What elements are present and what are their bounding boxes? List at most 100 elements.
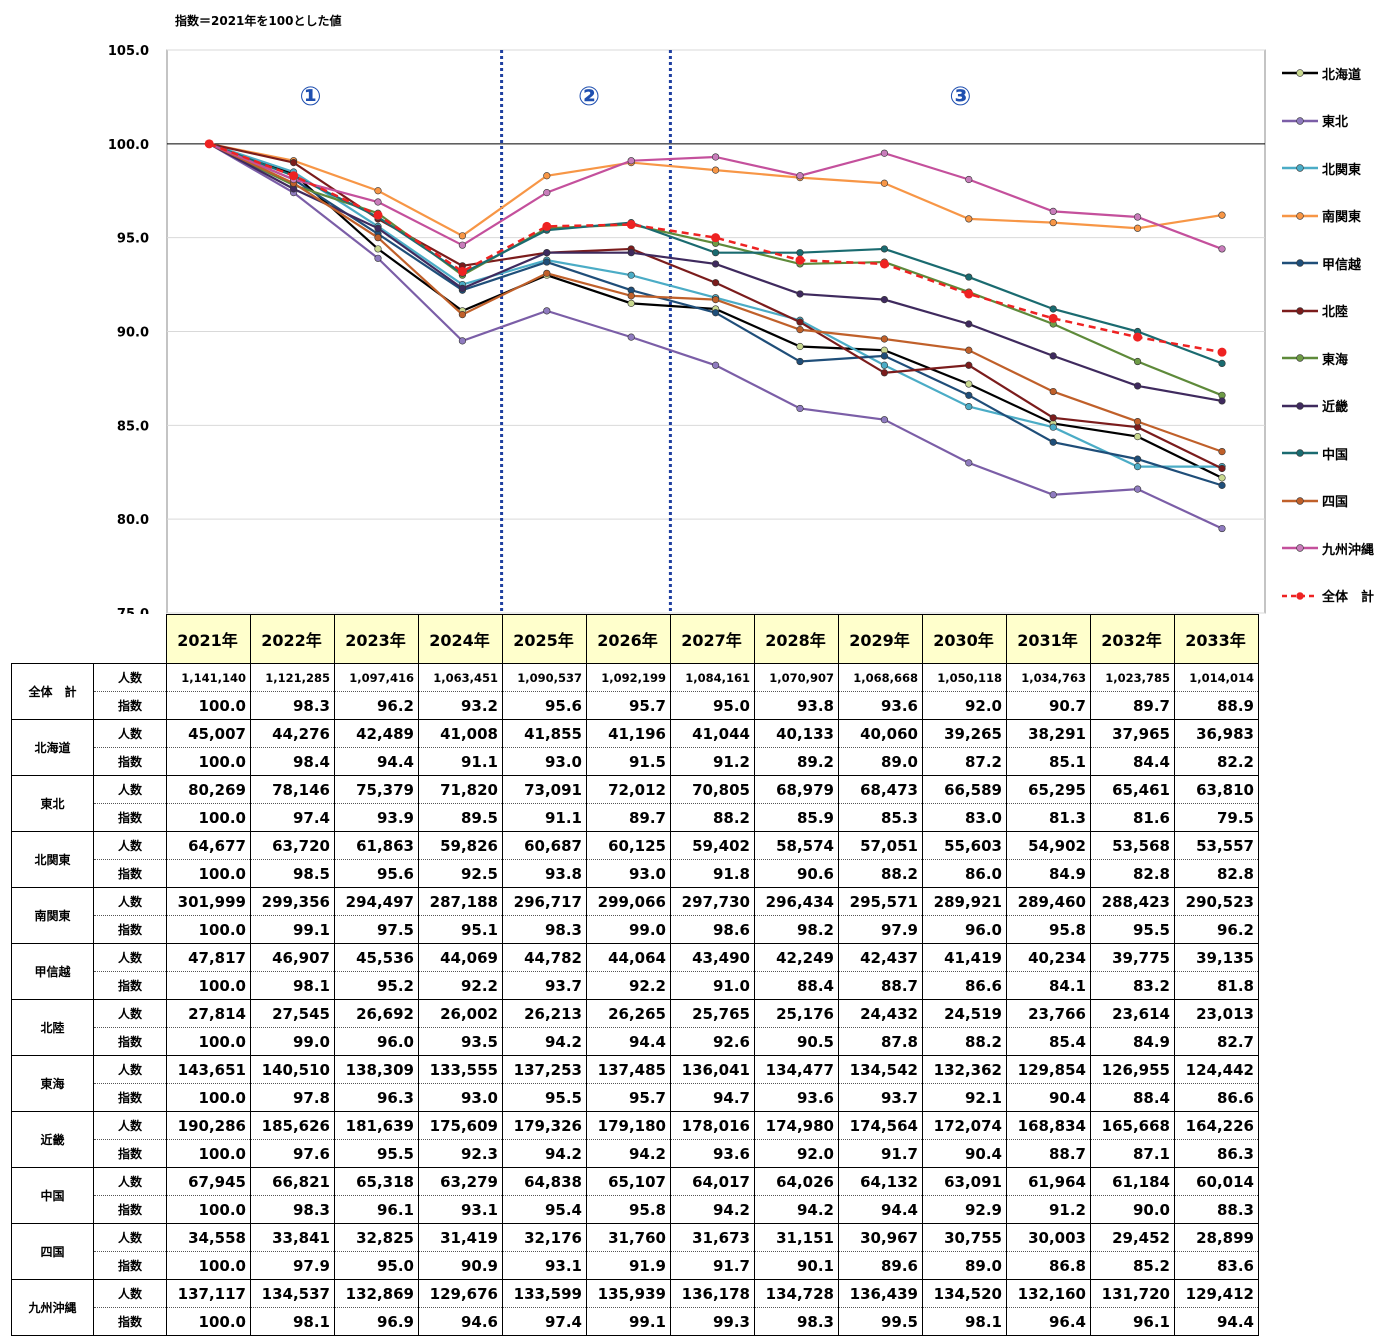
people-cell: 27,814 (166, 999, 251, 1028)
index-cell: 82.8 (1174, 859, 1259, 888)
data-point (1218, 245, 1226, 253)
index-cell: 91.8 (670, 859, 755, 888)
people-cell: 64,026 (754, 1167, 839, 1196)
index-cell: 90.5 (754, 1027, 839, 1056)
index-cell: 83.2 (1090, 971, 1175, 1000)
people-cell: 32,176 (502, 1223, 587, 1252)
people-cell: 25,176 (754, 999, 839, 1028)
index-cell: 91.0 (670, 971, 755, 1000)
data-point (542, 221, 552, 231)
people-cell: 65,107 (586, 1167, 671, 1196)
index-cell: 97.4 (250, 803, 335, 832)
index-cell: 86.6 (1174, 1083, 1259, 1112)
index-cell: 96.2 (334, 691, 419, 720)
column-header: 2027年 (670, 614, 755, 664)
legend-item: 東北 (1282, 111, 1348, 131)
data-point (711, 233, 721, 243)
people-cell: 64,132 (838, 1167, 923, 1196)
data-point (1133, 213, 1142, 221)
data-point (1049, 387, 1057, 396)
data-point (1049, 219, 1057, 227)
people-cell: 65,295 (1006, 775, 1091, 804)
people-cell: 33,841 (250, 1223, 335, 1252)
people-cell: 39,265 (922, 719, 1007, 748)
people-cell: 132,362 (922, 1055, 1007, 1084)
people-cell: 174,980 (754, 1111, 839, 1140)
data-point (796, 249, 804, 257)
people-cell: 134,728 (754, 1279, 839, 1308)
people-cell: 134,537 (250, 1279, 335, 1308)
index-cell: 93.6 (670, 1139, 755, 1168)
people-label: 人数 (93, 943, 167, 972)
index-cell: 90.0 (1090, 1195, 1175, 1224)
index-cell: 95.8 (1006, 915, 1091, 944)
people-cell: 1,121,285 (250, 663, 335, 692)
people-cell: 131,720 (1090, 1279, 1175, 1308)
people-cell: 45,536 (334, 943, 419, 972)
data-point (880, 369, 889, 377)
index-cell: 93.7 (838, 1083, 923, 1112)
index-cell: 92.9 (922, 1195, 1007, 1224)
data-point (627, 333, 635, 341)
index-cell: 100.0 (166, 859, 251, 888)
legend-item: 北陸 (1282, 301, 1348, 321)
legend-swatch (1282, 211, 1318, 220)
data-point (543, 172, 551, 180)
people-cell: 68,473 (838, 775, 923, 804)
region-label: 北関東 (11, 831, 94, 888)
index-cell: 90.9 (418, 1251, 503, 1280)
data-point (1218, 474, 1226, 482)
index-cell: 93.0 (502, 747, 587, 776)
people-cell: 26,002 (418, 999, 503, 1028)
people-label: 人数 (93, 1111, 167, 1140)
people-cell: 40,133 (754, 719, 839, 748)
people-cell: 41,196 (586, 719, 671, 748)
legend-label: 甲信越 (1322, 257, 1362, 273)
data-point (1133, 224, 1142, 232)
people-cell: 297,730 (670, 887, 755, 916)
people-cell: 299,356 (250, 887, 335, 916)
index-cell: 95.2 (334, 971, 419, 1000)
index-cell: 99.1 (586, 1307, 671, 1336)
data-point (1218, 448, 1226, 456)
legend-item: 四国 (1282, 491, 1348, 511)
index-cell: 93.6 (838, 691, 923, 720)
y-tick-label: 90.0 (117, 326, 149, 341)
index-cell: 94.4 (334, 747, 419, 776)
index-cell: 97.9 (838, 915, 923, 944)
region-label: 北陸 (11, 999, 94, 1056)
data-point (374, 234, 382, 242)
index-cell: 99.1 (250, 915, 335, 944)
index-label: 指数 (93, 1307, 167, 1336)
legend-swatch (1282, 591, 1318, 600)
legend-swatch (1282, 496, 1318, 505)
legend-item: 近畿 (1282, 396, 1348, 416)
index-cell: 89.6 (838, 1251, 923, 1280)
people-cell: 24,519 (922, 999, 1007, 1028)
people-cell: 27,545 (250, 999, 335, 1028)
y-tick-label: 100.0 (108, 138, 149, 153)
people-cell: 60,014 (1174, 1167, 1259, 1196)
people-cell: 24,432 (838, 999, 923, 1028)
data-point (543, 258, 551, 266)
people-cell: 174,564 (838, 1111, 923, 1140)
index-label: 指数 (93, 747, 167, 776)
index-cell: 84.9 (1006, 859, 1091, 888)
data-point (374, 198, 382, 206)
people-label: 人数 (93, 999, 167, 1028)
chart-subtitle: 指数＝2021年を100とした値 (175, 14, 342, 28)
people-cell: 1,070,907 (754, 663, 839, 692)
data-point (711, 260, 720, 268)
people-cell: 289,921 (922, 887, 1007, 916)
index-cell: 91.2 (1006, 1195, 1091, 1224)
data-point (1218, 359, 1226, 368)
data-point (880, 179, 889, 187)
data-point (204, 139, 214, 149)
index-cell: 95.6 (502, 691, 587, 720)
index-cell: 84.1 (1006, 971, 1091, 1000)
index-cell: 98.3 (250, 691, 335, 720)
people-cell: 26,692 (334, 999, 419, 1028)
people-cell: 64,677 (166, 831, 251, 860)
people-cell: 54,902 (1006, 831, 1091, 860)
people-cell: 1,014,014 (1174, 663, 1259, 692)
